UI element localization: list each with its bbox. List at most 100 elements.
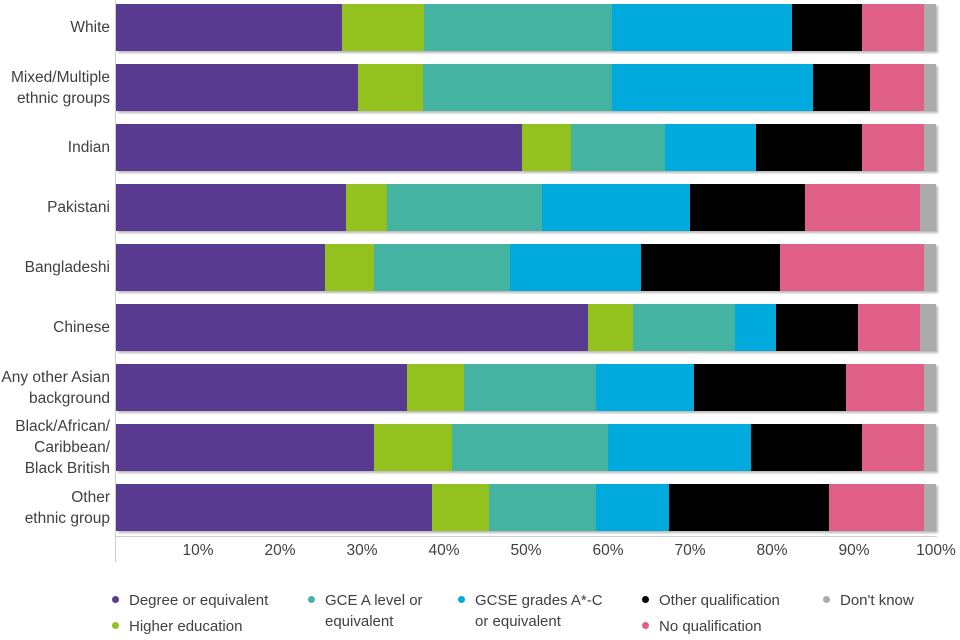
legend-label: No qualification <box>659 618 762 635</box>
bar-segment[interactable] <box>116 304 588 351</box>
x-tick-label: 100% <box>916 542 956 559</box>
bar-segment[interactable] <box>923 244 936 291</box>
bar-segment[interactable] <box>755 124 863 171</box>
bar-segment[interactable] <box>812 64 871 111</box>
bar-segment[interactable] <box>423 4 613 51</box>
category-label: Pakistani <box>0 184 110 231</box>
bar-segment[interactable] <box>862 424 924 471</box>
bar-segment[interactable] <box>595 484 670 531</box>
bar-segment[interactable] <box>858 304 920 351</box>
bar-segment[interactable] <box>116 4 342 51</box>
bar-segment[interactable] <box>829 484 924 531</box>
legend-label: Higher education <box>129 618 243 635</box>
bar-segment[interactable] <box>345 184 387 231</box>
bar-segment[interactable] <box>694 364 846 411</box>
bar-segment[interactable] <box>542 184 690 231</box>
bar-segment[interactable] <box>919 304 936 351</box>
bar-segment[interactable] <box>587 304 633 351</box>
category-label-line: White <box>70 19 110 36</box>
legend-column: Don't know <box>823 590 933 611</box>
x-axis-line <box>115 536 937 537</box>
bar-row <box>116 424 936 471</box>
bar-segment[interactable] <box>607 424 752 471</box>
bar-segment[interactable] <box>776 304 859 351</box>
bar-segment[interactable] <box>612 4 793 51</box>
bar-segment[interactable] <box>423 64 613 111</box>
legend-item[interactable]: Other qualification <box>642 590 817 611</box>
legend-label: GCE A level or equivalent <box>325 592 423 630</box>
legend-item[interactable]: Higher education <box>112 616 297 637</box>
bar-segment[interactable] <box>116 64 358 111</box>
bar-segment[interactable] <box>640 244 781 291</box>
bar-segment[interactable] <box>735 304 777 351</box>
bar-segment[interactable] <box>374 244 510 291</box>
bar-row <box>116 484 936 531</box>
bar-row <box>116 64 936 111</box>
bar-segment[interactable] <box>341 4 424 51</box>
bar-segment[interactable] <box>464 364 596 411</box>
bar-segment[interactable] <box>792 4 863 51</box>
category-label-line: Caribbean/ <box>34 439 110 456</box>
bar-segment[interactable] <box>386 184 543 231</box>
category-label-line: Indian <box>67 139 110 156</box>
legend-item[interactable]: No qualification <box>642 616 817 637</box>
bar-segment[interactable] <box>116 184 346 231</box>
bar-segment[interactable] <box>116 364 408 411</box>
bar-segment[interactable] <box>571 124 666 171</box>
category-label-line: Pakistani <box>47 199 110 216</box>
bar-segment[interactable] <box>489 484 596 531</box>
bar-segment[interactable] <box>595 364 695 411</box>
bar-segment[interactable] <box>407 364 465 411</box>
bar-segment[interactable] <box>845 364 924 411</box>
bar-segment[interactable] <box>862 4 924 51</box>
bar-segment[interactable] <box>116 124 522 171</box>
bar-segment[interactable] <box>612 64 813 111</box>
bar-segment[interactable] <box>923 64 936 111</box>
bar-segment[interactable] <box>780 244 924 291</box>
bar-segment[interactable] <box>923 364 936 411</box>
bar-segment[interactable] <box>751 424 863 471</box>
bar-segment[interactable] <box>632 304 736 351</box>
category-label: Bangladeshi <box>0 244 110 291</box>
category-label-line: Any other Asian <box>1 368 110 386</box>
legend-item[interactable]: Degree or equivalent <box>112 590 297 611</box>
bar-segment[interactable] <box>923 484 936 531</box>
bar-segment[interactable] <box>431 484 490 531</box>
bar-segment[interactable] <box>509 244 641 291</box>
bar-segment[interactable] <box>689 184 805 231</box>
bar-row <box>116 124 936 171</box>
category-label-line: Other <box>71 488 110 506</box>
legend-dot-icon <box>308 596 315 603</box>
bar-segment[interactable] <box>116 244 326 291</box>
bar-segment[interactable] <box>923 124 936 171</box>
bar-segment[interactable] <box>357 64 424 111</box>
category-label-line: Chinese <box>53 319 110 336</box>
legend-item[interactable]: GCE A level or equivalent <box>308 590 430 632</box>
legend-dot-icon <box>458 596 465 603</box>
bar-segment[interactable] <box>870 64 924 111</box>
bar-segment[interactable] <box>919 184 936 231</box>
bar-segment[interactable] <box>116 484 432 531</box>
bar-row <box>116 364 936 411</box>
bar-row <box>116 304 936 351</box>
bar-row <box>116 184 936 231</box>
x-tick-label: 70% <box>674 542 706 559</box>
bar-row <box>116 4 936 51</box>
bar-row <box>116 244 936 291</box>
bar-segment[interactable] <box>374 424 453 471</box>
x-tick-label: 40% <box>428 542 460 559</box>
legend-column: Degree or equivalent Higher education <box>112 590 297 637</box>
legend-item[interactable]: GCSE grades A*-C or equivalent <box>458 590 608 632</box>
bar-segment[interactable] <box>923 4 936 51</box>
bar-segment[interactable] <box>325 244 375 291</box>
bar-segment[interactable] <box>452 424 608 471</box>
bar-segment[interactable] <box>862 124 924 171</box>
bar-segment[interactable] <box>665 124 756 171</box>
bar-segment[interactable] <box>804 184 920 231</box>
bar-segment[interactable] <box>669 484 830 531</box>
bar-segment[interactable] <box>116 424 375 471</box>
bar-segment[interactable] <box>521 124 572 171</box>
bar-segment[interactable] <box>923 424 936 471</box>
legend-item[interactable]: Don't know <box>823 590 933 611</box>
legend-column: GCSE grades A*-C or equivalent <box>458 590 608 632</box>
